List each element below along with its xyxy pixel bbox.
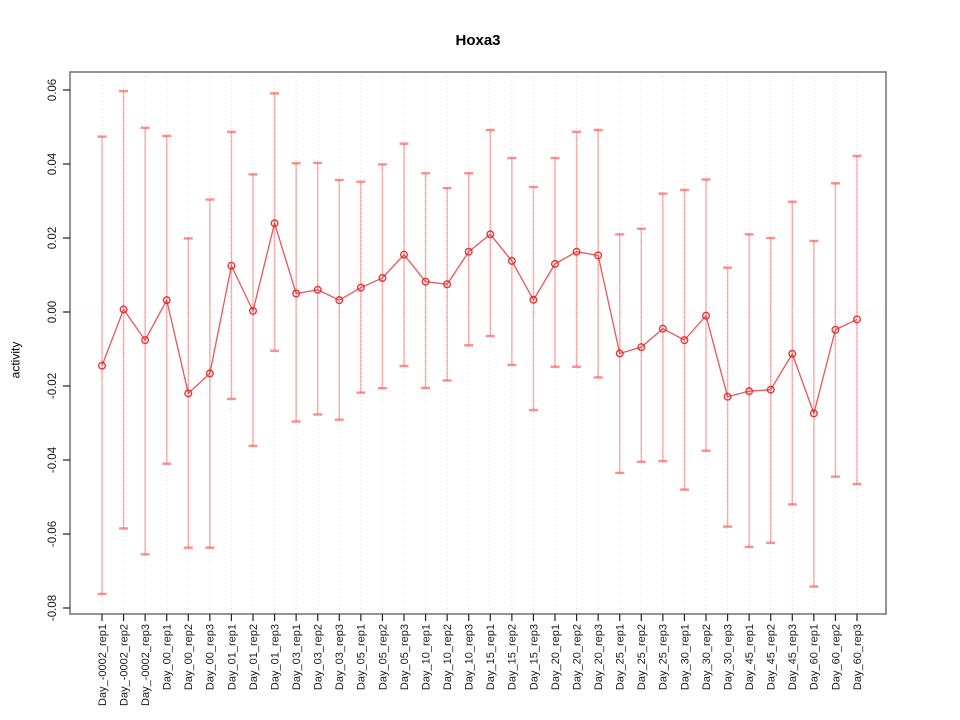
data-point (831, 325, 840, 334)
data-point (853, 315, 862, 324)
data-point (184, 389, 193, 398)
data-point (551, 259, 560, 268)
y-tick-label: -0.08 (47, 595, 59, 621)
data-point (270, 219, 279, 228)
x-tick-label: Day_45_rep3 (787, 624, 799, 690)
data-point (572, 247, 581, 256)
y-tick-label: 0.02 (47, 227, 59, 249)
x-tick-label: Day_05_rep3 (399, 624, 411, 690)
x-tick-label: Day_30_rep2 (701, 624, 713, 690)
data-point (658, 324, 667, 333)
y-axis-label: activity (8, 0, 22, 720)
x-tick-label: Day_45_rep2 (766, 624, 778, 690)
data-point (335, 296, 344, 305)
data-point (615, 349, 624, 358)
y-tick-label: 0.04 (47, 152, 59, 175)
y-tick-label: -0.06 (47, 521, 59, 547)
data-point (723, 392, 732, 401)
x-tick-label: Day_01_rep2 (248, 624, 260, 690)
x-tick-label: Day_03_rep3 (334, 624, 346, 690)
x-tick-label: Day_20_rep2 (571, 624, 583, 690)
data-point (680, 336, 689, 345)
x-tick-label: Day_15_rep1 (485, 624, 497, 690)
data-point (788, 349, 797, 358)
data-point (356, 283, 365, 292)
data-point (292, 289, 301, 298)
x-tick-label: Day_00_rep1 (162, 624, 174, 690)
data-point (443, 280, 452, 289)
plot-box (69, 71, 887, 615)
x-tick-label: Day_00_rep3 (205, 624, 217, 690)
y-tick-label: -0.02 (47, 373, 59, 399)
data-point (529, 295, 538, 304)
x-tick-label: Day_-0002_rep1 (97, 624, 109, 706)
x-tick-label: Day_15_rep3 (528, 624, 540, 690)
x-tick-label: Day_-0002_rep3 (140, 624, 152, 706)
data-point (119, 305, 128, 314)
x-tick-label: Day_60_rep1 (809, 624, 821, 690)
data-point (227, 261, 236, 270)
data-point (809, 409, 818, 418)
x-tick-label: Day_25_rep1 (615, 624, 627, 690)
x-tick-label: Day_01_rep1 (226, 624, 238, 690)
data-point (766, 385, 775, 394)
data-point (486, 230, 495, 239)
x-tick-label: Day_30_rep1 (679, 624, 691, 690)
x-tick-label: Day_15_rep2 (507, 624, 519, 690)
x-tick-label: Day_05_rep2 (377, 624, 389, 690)
data-point (464, 247, 473, 256)
chart-title: Hoxa3 (455, 32, 501, 49)
x-tick-label: Day_00_rep2 (183, 624, 195, 690)
series-line (101, 220, 858, 416)
x-tick-label: Day_20_rep1 (550, 624, 562, 690)
data-point (507, 256, 516, 265)
y-tick-label: 0.06 (47, 79, 59, 101)
x-tick-label: Day_03_rep2 (313, 624, 325, 690)
data-point (400, 250, 409, 259)
x-tick-label: Day_05_rep1 (356, 624, 368, 690)
x-tick-label: Day_60_rep3 (852, 624, 864, 690)
x-tick-label: Day_60_rep2 (830, 624, 842, 690)
data-point (637, 343, 646, 352)
x-tick-label: Day_25_rep3 (658, 624, 670, 690)
x-tick-label: Day_10_rep3 (464, 624, 476, 690)
x-tick-label: Day_10_rep1 (420, 624, 432, 690)
data-point (141, 336, 150, 345)
data-point (378, 273, 387, 282)
x-tick-label: Day_10_rep2 (442, 624, 454, 690)
y-tick-label: 0.00 (47, 301, 59, 323)
x-tick-label: Day_45_rep1 (744, 624, 756, 690)
data-point (248, 306, 257, 315)
x-tick-label: Day_30_rep3 (722, 624, 734, 690)
data-point (594, 251, 603, 260)
data-point (205, 369, 214, 378)
y-tick-label: -0.04 (47, 446, 59, 473)
data-point (162, 296, 171, 305)
data-point (421, 277, 430, 286)
data-point (97, 361, 106, 370)
y-axis-label-text: activity (8, 341, 22, 379)
x-tick-label: Day_01_rep3 (269, 624, 281, 690)
x-tick-label: Day_-0002_rep2 (118, 624, 130, 706)
x-tick-label: Day_20_rep3 (593, 624, 605, 690)
data-point (745, 387, 754, 396)
data-point (702, 311, 711, 320)
x-tick-label: Day_25_rep2 (636, 624, 648, 690)
x-tick-label: Day_03_rep1 (291, 624, 303, 690)
data-point (313, 285, 322, 294)
